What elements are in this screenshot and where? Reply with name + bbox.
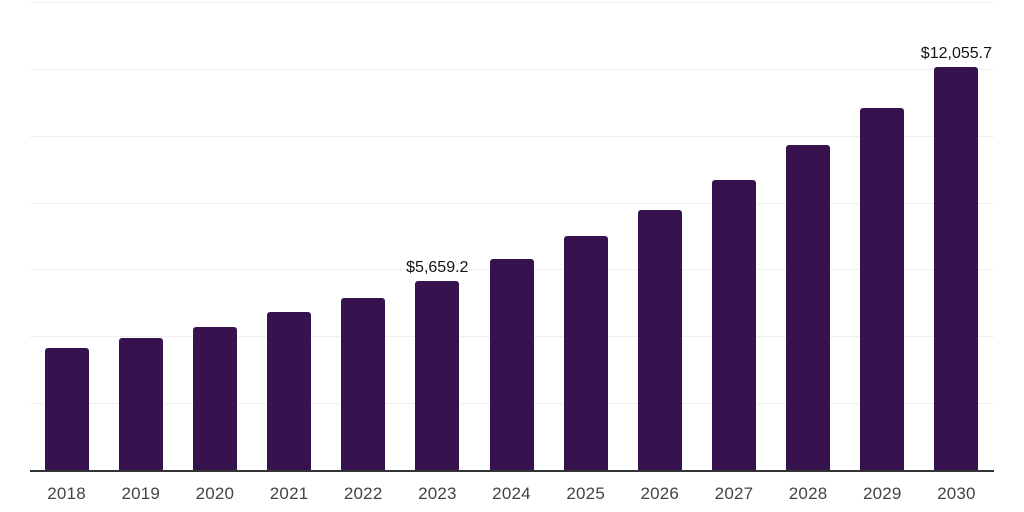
tick-label-2026: 2026: [640, 484, 680, 503]
bar-2019: [118, 338, 163, 470]
tick-label-2028: 2028: [788, 484, 828, 503]
tick-label-2025: 2025: [566, 484, 605, 503]
data-label-2023: $5,659.2: [406, 258, 469, 276]
tick-label-2029: 2029: [862, 484, 902, 503]
bar-2024: [489, 259, 534, 470]
tick-label-2020: 2020: [195, 484, 235, 503]
bar-2023: [415, 280, 460, 470]
bar-2025: [563, 235, 608, 470]
gridline-12000: [29, 68, 994, 70]
tick-label-2018: 2018: [47, 484, 86, 503]
tick-label-2021: 2021: [269, 484, 309, 503]
bar-2021: [267, 312, 311, 470]
bar-2028: [786, 145, 831, 470]
tick-label-2023: 2023: [418, 484, 457, 503]
gridline-14000: [29, 2, 994, 3]
bar-2026: [637, 209, 682, 470]
bar-2027: [712, 179, 756, 470]
bar-2022: [341, 298, 386, 470]
data-label-2030: $12,055.7: [920, 45, 992, 62]
tick-label-2022: 2022: [343, 484, 383, 503]
gridline-10000: [29, 135, 994, 137]
x-axis-line: [29, 470, 994, 472]
tick-label-2030: 2030: [937, 484, 976, 503]
bar-2029: [860, 108, 905, 470]
tick-label-2027: 2027: [714, 484, 754, 503]
bar-2018: [44, 348, 89, 470]
gridline-8000: [29, 202, 994, 204]
tick-label-2024: 2024: [492, 484, 531, 503]
bar-2030: [934, 67, 979, 470]
bar-2020: [192, 327, 237, 470]
tick-label-2019: 2019: [121, 484, 161, 503]
